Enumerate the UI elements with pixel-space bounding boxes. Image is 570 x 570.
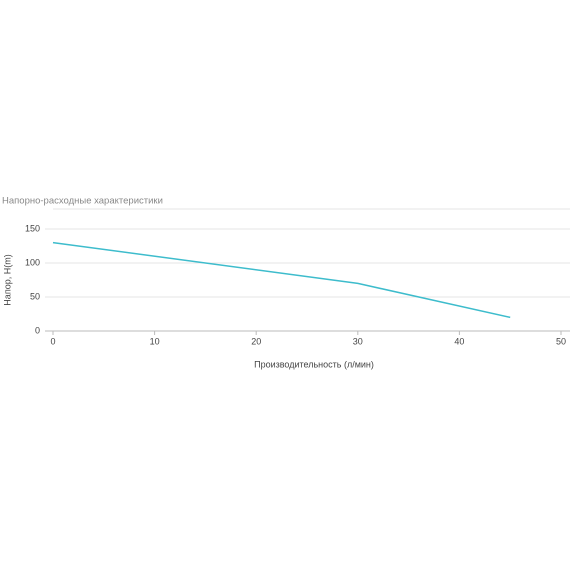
- chart-title: Напорно-расходные характеристики: [2, 196, 163, 207]
- y-tick-label: 150: [25, 223, 40, 233]
- y-axis-label: Напор, H(m): [2, 254, 12, 305]
- y-tick-label: 0: [35, 325, 40, 335]
- x-tick-label: 40: [454, 336, 464, 346]
- y-tick-label: 100: [25, 257, 40, 267]
- x-tick-label: 30: [353, 336, 363, 346]
- x-axis-label: Производительность (л/мин): [254, 359, 374, 369]
- x-tick-label: 0: [50, 336, 55, 346]
- y-tick-label: 50: [30, 291, 40, 301]
- x-tick-label: 20: [251, 336, 261, 346]
- x-tick-label: 50: [556, 336, 566, 346]
- data-line: [52, 241, 511, 319]
- x-tick-label: 10: [150, 336, 160, 346]
